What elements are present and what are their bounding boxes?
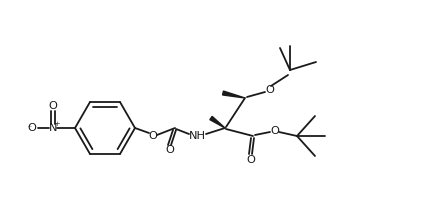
Text: +: + bbox=[55, 121, 60, 127]
Text: N: N bbox=[49, 123, 57, 133]
Text: NH: NH bbox=[188, 131, 205, 141]
Text: O: O bbox=[49, 101, 57, 111]
Text: O: O bbox=[265, 85, 274, 95]
Text: O: O bbox=[165, 145, 174, 155]
Text: ⁻: ⁻ bbox=[28, 124, 32, 132]
Text: O: O bbox=[270, 126, 279, 136]
Polygon shape bbox=[222, 91, 244, 98]
Text: O: O bbox=[27, 123, 36, 133]
Text: O: O bbox=[148, 131, 157, 141]
Text: O: O bbox=[246, 155, 255, 165]
Polygon shape bbox=[209, 116, 224, 128]
